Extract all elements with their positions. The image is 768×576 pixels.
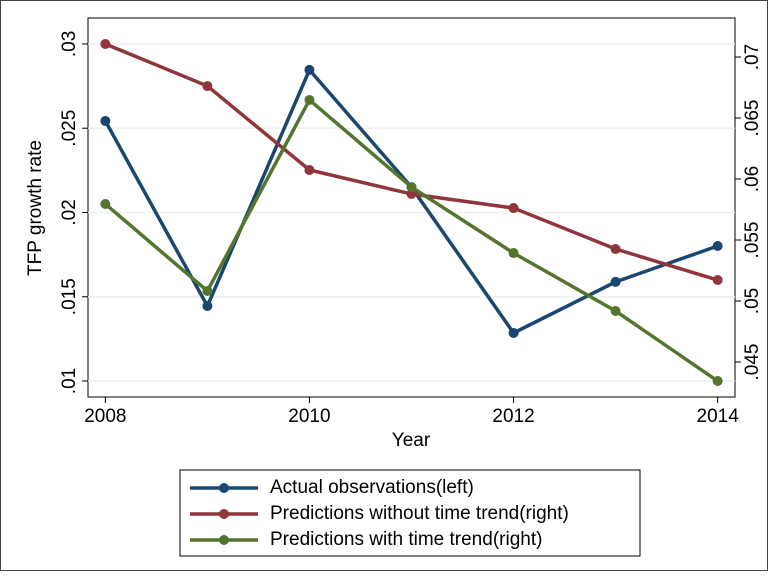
point xyxy=(610,306,621,317)
y2-tick-label: .07 xyxy=(742,44,763,70)
y-tick-label: .03 xyxy=(59,31,80,57)
y-axis-title: TFP growth rate xyxy=(25,140,46,276)
legend-label: Actual observations(left) xyxy=(270,477,474,498)
y-tick-label: .025 xyxy=(59,110,80,147)
point xyxy=(304,94,315,105)
point xyxy=(202,81,213,92)
y2-tick-label: .055 xyxy=(742,222,763,259)
legend-marker xyxy=(219,535,229,545)
x-tick-label: 2014 xyxy=(697,406,740,427)
point xyxy=(304,64,315,75)
y2-tick-label: .065 xyxy=(742,100,763,137)
point xyxy=(202,285,213,296)
x-axis-title: Year xyxy=(392,430,431,451)
point xyxy=(202,300,213,311)
y-tick-label: .015 xyxy=(59,278,80,315)
y2-tick-label: .045 xyxy=(742,343,763,380)
point xyxy=(100,38,111,49)
point xyxy=(406,182,417,193)
point xyxy=(406,189,417,200)
y-tick-label: .01 xyxy=(59,368,80,394)
point xyxy=(508,248,519,259)
plot-area xyxy=(87,17,736,398)
point xyxy=(712,241,723,252)
point xyxy=(304,164,315,175)
point xyxy=(100,199,111,210)
point xyxy=(610,244,621,255)
legend-label: Predictions without time trend(right) xyxy=(270,503,569,524)
point xyxy=(508,327,519,338)
point xyxy=(712,376,723,387)
point xyxy=(712,275,723,286)
legend-marker xyxy=(219,483,229,493)
x-tick-label: 2012 xyxy=(492,406,534,427)
point xyxy=(100,115,111,126)
legend-label: Predictions with time trend(right) xyxy=(270,529,542,550)
y-tick-label: .02 xyxy=(59,199,80,225)
point xyxy=(508,203,519,214)
legend-marker xyxy=(219,509,229,519)
x-tick-label: 2008 xyxy=(84,406,126,427)
point xyxy=(610,276,621,287)
y2-tick-label: .06 xyxy=(742,166,763,192)
x-tick-label: 2010 xyxy=(288,406,330,427)
y2-tick-label: .05 xyxy=(742,288,763,314)
